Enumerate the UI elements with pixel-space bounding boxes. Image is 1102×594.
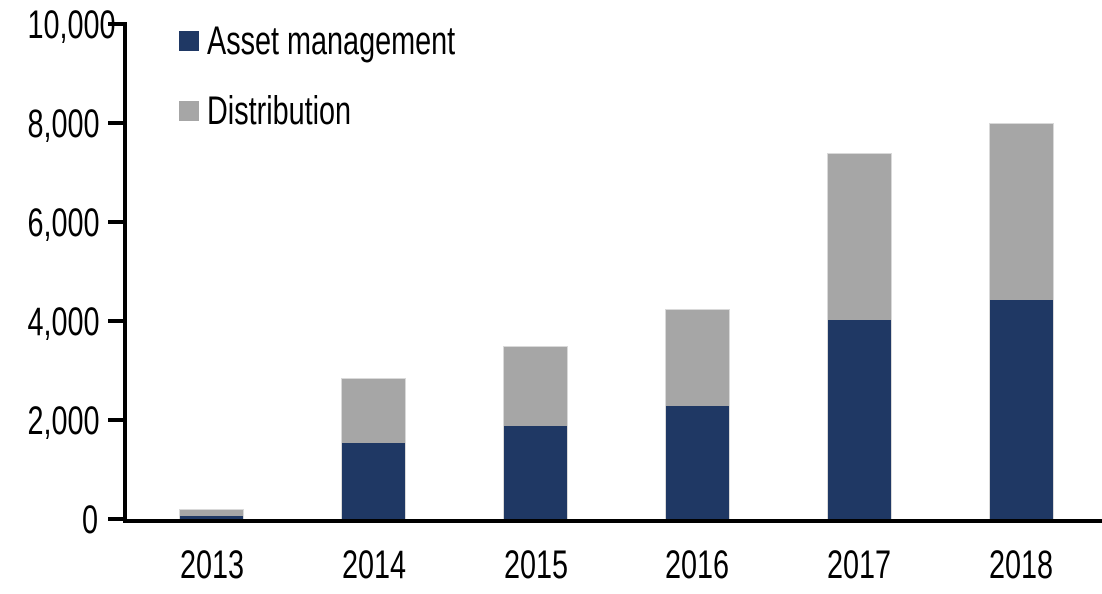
legend-swatch-asset-management-icon [179, 31, 199, 51]
legend-label-asset-management: Asset management [207, 19, 456, 63]
bar-segment-asset-management-2016 [665, 406, 729, 519]
x-axis-line [123, 519, 1102, 523]
y-tick-mark [108, 517, 123, 521]
x-axis-label-2016: 2016 [665, 543, 730, 587]
bar-segment-distribution-2013 [180, 510, 244, 517]
bar-segment-distribution-2015 [504, 346, 568, 426]
y-tick-label: 2,000 [27, 399, 100, 443]
bar-2016 [664, 308, 730, 519]
bar-segment-distribution-2018 [989, 124, 1053, 300]
bar-2018 [988, 123, 1054, 519]
x-axis-label-2017: 2017 [827, 543, 892, 587]
x-axis-label-2014: 2014 [341, 543, 406, 587]
x-axis-label-2015: 2015 [503, 543, 568, 587]
y-tick-mark [108, 319, 123, 323]
bar-2014 [341, 377, 407, 519]
bar-segment-asset-management-2018 [989, 299, 1053, 519]
x-axis-label-2018: 2018 [989, 543, 1054, 587]
legend-item-distribution: Distribution [179, 91, 552, 131]
y-tick-label: 8,000 [27, 102, 100, 146]
bar-segment-distribution-2017 [827, 153, 891, 320]
legend-swatch-distribution-icon [179, 101, 199, 121]
bar-segment-asset-management-2017 [827, 319, 891, 519]
y-tick-mark [108, 220, 123, 224]
y-tick-mark [108, 418, 123, 422]
y-tick-label: 0 [81, 498, 98, 542]
y-tick-label: 10,000 [27, 3, 116, 47]
y-tick-label: 4,000 [27, 300, 100, 344]
legend-item-asset-management: Asset management [179, 21, 552, 61]
bar-segment-distribution-2016 [665, 309, 729, 407]
x-axis-label-2013: 2013 [179, 543, 244, 587]
y-tick-label: 6,000 [27, 201, 100, 245]
y-tick-mark [108, 121, 123, 125]
bar-segment-distribution-2014 [342, 378, 406, 444]
y-axis-line [123, 22, 127, 523]
legend: Asset management Distribution [179, 21, 552, 131]
bar-2017 [826, 152, 892, 519]
bar-segment-asset-management-2015 [504, 425, 568, 519]
y-tick-mark [108, 22, 123, 26]
legend-label-distribution: Distribution [207, 89, 352, 133]
bar-2015 [503, 345, 569, 519]
bar-segment-asset-management-2014 [342, 443, 406, 519]
bar-2013 [179, 509, 245, 519]
bar-segment-asset-management-2013 [180, 516, 244, 519]
